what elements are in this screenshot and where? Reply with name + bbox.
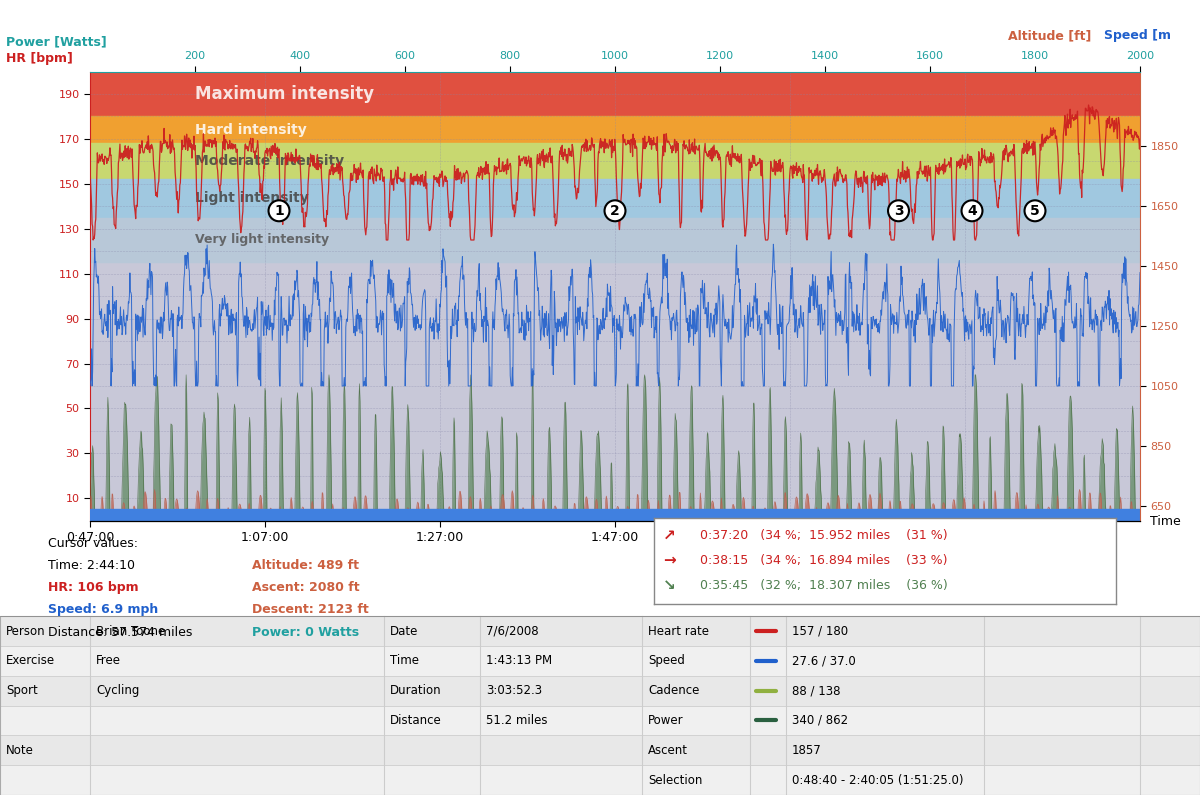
Text: Speed [m: Speed [m	[1104, 29, 1171, 42]
Text: 340 / 862: 340 / 862	[792, 714, 848, 727]
Text: Ascent: 2080 ft: Ascent: 2080 ft	[252, 581, 360, 594]
Text: Light intensity: Light intensity	[196, 192, 308, 205]
Text: 2: 2	[610, 204, 620, 218]
Text: Exercise: Exercise	[6, 654, 55, 667]
Bar	[90, 72, 1140, 116]
Text: Moderate intensity: Moderate intensity	[196, 154, 344, 169]
Text: 1:43:13 PM: 1:43:13 PM	[486, 654, 552, 667]
Bar	[90, 180, 1140, 218]
Text: Descent: 2123 ft: Descent: 2123 ft	[252, 603, 368, 616]
Text: Cursor values:: Cursor values:	[48, 537, 138, 549]
Text: 5: 5	[1030, 204, 1040, 218]
Text: Cycling: Cycling	[96, 684, 139, 697]
Bar	[90, 510, 1140, 521]
Text: 0:37:20   (34 %;  15.952 miles    (31 %): 0:37:20 (34 %; 15.952 miles (31 %)	[701, 529, 948, 542]
Text: HR [bpm]: HR [bpm]	[6, 52, 73, 64]
Text: 3:03:52.3: 3:03:52.3	[486, 684, 542, 697]
Text: Speed: 6.9 mph: Speed: 6.9 mph	[48, 603, 158, 616]
Text: 4: 4	[967, 204, 977, 218]
Bar	[90, 117, 1140, 143]
Text: 27.6 / 37.0: 27.6 / 37.0	[792, 654, 856, 667]
Text: Cadence: Cadence	[648, 684, 700, 697]
Text: ↗: ↗	[664, 528, 676, 543]
Text: 88 / 138: 88 / 138	[792, 684, 840, 697]
Text: Ascent: Ascent	[648, 744, 688, 757]
Text: Time: Time	[1150, 515, 1181, 528]
Text: Altitude [ft]: Altitude [ft]	[1008, 29, 1091, 42]
Text: 3: 3	[894, 204, 904, 218]
Text: Very light intensity: Very light intensity	[196, 234, 329, 246]
Text: Brian Toone: Brian Toone	[96, 625, 166, 638]
Text: →: →	[664, 553, 676, 568]
Text: Power: Power	[648, 714, 684, 727]
Text: Maximum intensity: Maximum intensity	[196, 85, 374, 103]
Text: Person: Person	[6, 625, 46, 638]
Text: Time: 2:44:10: Time: 2:44:10	[48, 559, 134, 572]
Text: Free: Free	[96, 654, 121, 667]
Text: Power: 0 Watts: Power: 0 Watts	[252, 626, 359, 638]
Text: Sport: Sport	[6, 684, 37, 697]
Text: Note: Note	[6, 744, 34, 757]
Bar	[90, 218, 1140, 262]
Text: HR: 106 bpm: HR: 106 bpm	[48, 581, 139, 594]
Text: Selection: Selection	[648, 774, 702, 786]
Text: Duration: Duration	[390, 684, 442, 697]
Text: 7/6/2008: 7/6/2008	[486, 625, 539, 638]
Text: 0:48:40 - 2:40:05 (1:51:25.0): 0:48:40 - 2:40:05 (1:51:25.0)	[792, 774, 964, 786]
Text: 1: 1	[274, 204, 284, 218]
Text: 51.2 miles: 51.2 miles	[486, 714, 547, 727]
Text: Speed: Speed	[648, 654, 685, 667]
Text: Power [Watts]: Power [Watts]	[6, 36, 107, 48]
Text: Time: Time	[390, 654, 419, 667]
Text: Date: Date	[390, 625, 419, 638]
Text: Heart rate: Heart rate	[648, 625, 709, 638]
Text: 0:35:45   (32 %;  18.307 miles    (36 %): 0:35:45 (32 %; 18.307 miles (36 %)	[701, 579, 948, 591]
Text: Altitude: 489 ft: Altitude: 489 ft	[252, 559, 359, 572]
Text: Distance: 57.574 miles: Distance: 57.574 miles	[48, 626, 192, 638]
Bar	[90, 262, 1140, 521]
Text: ↘: ↘	[664, 578, 676, 593]
Text: Hard intensity: Hard intensity	[196, 123, 307, 137]
Text: 1857: 1857	[792, 744, 822, 757]
Text: 157 / 180: 157 / 180	[792, 625, 848, 638]
Bar	[90, 143, 1140, 180]
Text: Distance: Distance	[390, 714, 442, 727]
Text: 0:38:15   (34 %;  16.894 miles    (33 %): 0:38:15 (34 %; 16.894 miles (33 %)	[701, 554, 948, 567]
